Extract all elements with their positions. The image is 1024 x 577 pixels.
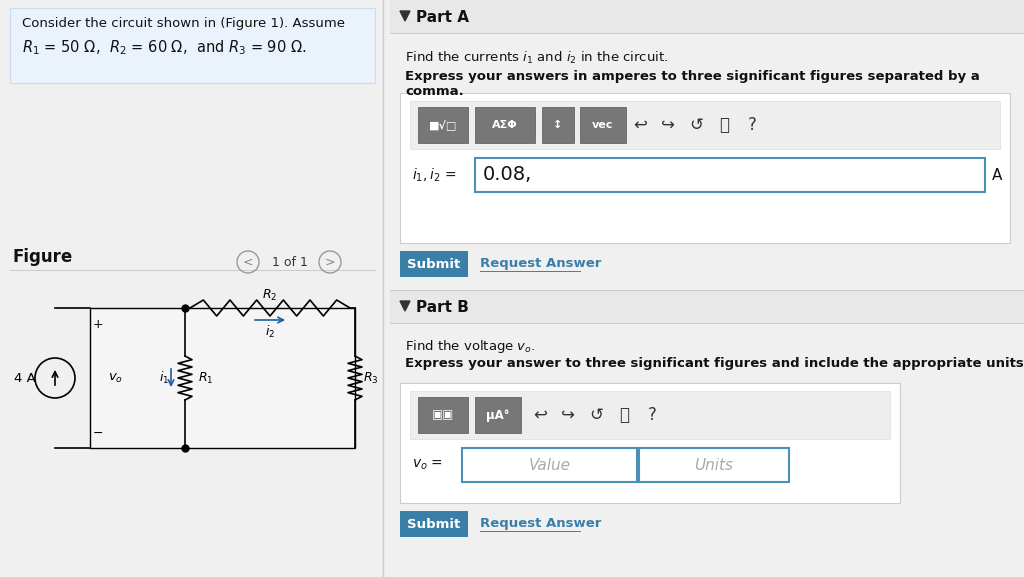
Bar (410, 391, 890, 439)
Text: ⎙: ⎙ (719, 116, 729, 134)
Text: Part B: Part B (416, 299, 469, 314)
Text: 0.08,: 0.08, (483, 166, 532, 185)
Text: $i_2$: $i_2$ (265, 324, 275, 340)
Text: ⎙: ⎙ (618, 406, 629, 424)
Text: $R_2$: $R_2$ (262, 288, 278, 303)
Text: ■√□: ■√□ (429, 119, 457, 130)
Text: vec: vec (592, 120, 613, 130)
Bar (0, 0, 383, 577)
Bar (410, 101, 1000, 149)
Bar (639, 448, 790, 482)
Text: ↩: ↩ (534, 406, 547, 424)
Polygon shape (400, 301, 410, 311)
Bar (390, 0, 1024, 33)
Text: $R_3$: $R_3$ (362, 370, 379, 385)
Text: ?: ? (748, 116, 757, 134)
Text: ▣▣: ▣▣ (432, 409, 454, 422)
Text: Figure: Figure (12, 248, 73, 266)
Bar (90, 308, 355, 448)
Polygon shape (400, 11, 410, 21)
Text: >: > (325, 256, 335, 268)
Bar (10, 8, 375, 83)
Text: 4 A: 4 A (14, 372, 36, 384)
Bar (400, 511, 468, 537)
Text: ↺: ↺ (589, 406, 603, 424)
Bar (475, 397, 521, 433)
Bar (462, 448, 637, 482)
Bar (418, 107, 468, 143)
Bar (400, 93, 1010, 243)
Text: Consider the circuit shown in (Figure 1). Assume: Consider the circuit shown in (Figure 1)… (22, 17, 345, 30)
Text: Find the currents $i_1$ and $i_2$ in the circuit.: Find the currents $i_1$ and $i_2$ in the… (406, 50, 668, 66)
Bar (390, 290, 1024, 323)
Text: Express your answers in amperes to three significant figures separated by a comm: Express your answers in amperes to three… (406, 70, 980, 98)
Text: ↩: ↩ (633, 116, 647, 134)
Text: Find the voltage $v_o$.: Find the voltage $v_o$. (406, 338, 536, 355)
Text: $R_1$ = 50 Ω,  $R_2$ = 60 Ω,  and $R_3$ = 90 Ω.: $R_1$ = 50 Ω, $R_2$ = 60 Ω, and $R_3$ = … (22, 38, 306, 57)
Bar (580, 107, 626, 143)
Text: $i_1, i_2$ =: $i_1, i_2$ = (412, 166, 457, 183)
Text: AΣΦ: AΣΦ (493, 120, 518, 130)
Text: Request Answer: Request Answer (480, 518, 601, 530)
Text: <: < (243, 256, 253, 268)
Text: 1 of 1: 1 of 1 (272, 256, 308, 268)
Text: ↪: ↪ (662, 116, 675, 134)
Bar (418, 397, 468, 433)
Text: Express your answer to three significant figures and include the appropriate uni: Express your answer to three significant… (406, 357, 1024, 370)
Bar (400, 251, 468, 277)
Text: $v_o$ =: $v_o$ = (412, 458, 443, 472)
Text: ↕: ↕ (553, 120, 562, 130)
Text: −: − (93, 427, 103, 440)
Bar (475, 158, 985, 192)
Text: $v_o$: $v_o$ (108, 372, 123, 384)
Text: Request Answer: Request Answer (480, 257, 601, 271)
Bar (400, 383, 900, 503)
Text: Part A: Part A (416, 9, 469, 24)
Text: Submit: Submit (408, 257, 461, 271)
Text: ?: ? (647, 406, 656, 424)
Text: ↪: ↪ (561, 406, 574, 424)
Text: Units: Units (694, 458, 733, 473)
Text: ↺: ↺ (689, 116, 702, 134)
Text: $i_1$: $i_1$ (159, 370, 169, 386)
Bar (542, 107, 574, 143)
Bar (475, 107, 535, 143)
Text: $R_1$: $R_1$ (198, 370, 213, 385)
Text: μA°: μA° (486, 409, 510, 422)
Text: +: + (93, 318, 103, 331)
Text: Value: Value (528, 458, 570, 473)
Text: Submit: Submit (408, 518, 461, 530)
Text: A: A (991, 167, 1002, 182)
